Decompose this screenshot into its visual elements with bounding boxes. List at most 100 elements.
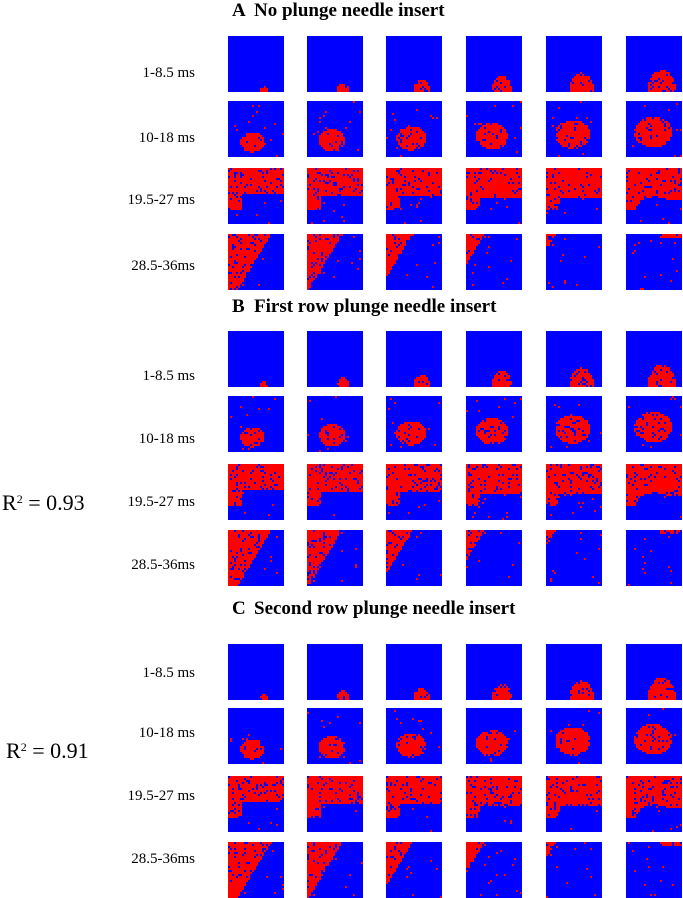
activation-map-tile: [307, 234, 363, 290]
activation-map-tile: [626, 464, 682, 520]
activation-map-tile: [466, 168, 522, 224]
activation-map-tile: [228, 234, 284, 290]
panel-b-title-text: First row plunge needle insert: [254, 296, 496, 317]
activation-map-tile: [228, 396, 284, 452]
activation-map-tile: [626, 396, 682, 452]
r-squared-symbol: R: [2, 490, 17, 515]
panel-c-title-text: Second row plunge needle insert: [254, 598, 515, 619]
activation-map-tile: [626, 234, 682, 290]
r-squared-value: 0.91: [50, 738, 89, 763]
activation-map-tile: [546, 708, 602, 764]
activation-map-tile: [546, 464, 602, 520]
activation-map-tile: [626, 168, 682, 224]
activation-map-tile: [228, 36, 284, 92]
r-squared-exponent: 2: [21, 740, 27, 754]
activation-map-tile: [386, 842, 442, 898]
r-squared-equals: =: [27, 738, 50, 763]
activation-map-tile: [386, 36, 442, 92]
activation-map-tile: [307, 331, 363, 387]
activation-map-tile: [386, 530, 442, 586]
panel-a-title-text: No plunge needle insert: [254, 0, 445, 21]
activation-map-tile: [626, 708, 682, 764]
activation-map-tile: [228, 464, 284, 520]
activation-map-tile: [307, 168, 363, 224]
activation-map-tile: [626, 101, 682, 157]
activation-map-tile: [307, 36, 363, 92]
activation-map-tile: [386, 331, 442, 387]
row-label: 19.5-27 ms: [75, 494, 195, 511]
r-squared-exponent: 2: [17, 492, 23, 506]
activation-map-tile: [307, 530, 363, 586]
activation-map-tile: [626, 331, 682, 387]
row-label: 10-18 ms: [75, 431, 195, 448]
activation-map-tile: [386, 776, 442, 832]
activation-map-tile: [307, 464, 363, 520]
r-squared-equals: =: [23, 490, 46, 515]
panel-c-letter: C: [232, 598, 254, 620]
row-label: 1-8.5 ms: [75, 665, 195, 682]
activation-map-tile: [228, 331, 284, 387]
row-label: 19.5-27 ms: [75, 788, 195, 805]
row-label: 28.5-36ms: [75, 258, 195, 275]
activation-map-tile: [466, 708, 522, 764]
activation-map-tile: [546, 644, 602, 700]
r-squared-b: R2 = 0.93: [2, 490, 85, 516]
row-label: 28.5-36ms: [75, 851, 195, 868]
activation-map-tile: [228, 842, 284, 898]
activation-map-tile: [466, 644, 522, 700]
activation-map-tile: [466, 776, 522, 832]
activation-map-tile: [307, 101, 363, 157]
activation-map-tile: [466, 530, 522, 586]
activation-map-tile: [386, 644, 442, 700]
activation-map-tile: [228, 708, 284, 764]
activation-map-tile: [386, 168, 442, 224]
row-label: 19.5-27 ms: [75, 192, 195, 209]
activation-map-tile: [307, 644, 363, 700]
activation-map-tile: [386, 464, 442, 520]
panel-b-letter: B: [232, 296, 254, 318]
activation-map-tile: [307, 842, 363, 898]
activation-map-tile: [228, 776, 284, 832]
activation-map-tile: [307, 776, 363, 832]
activation-map-tile: [228, 644, 284, 700]
r-squared-value: 0.93: [46, 490, 85, 515]
activation-map-tile: [546, 530, 602, 586]
activation-map-tile: [626, 530, 682, 586]
activation-map-tile: [466, 101, 522, 157]
activation-map-tile: [466, 36, 522, 92]
panel-a-letter: A: [232, 0, 254, 22]
activation-map-tile: [386, 234, 442, 290]
activation-map-tile: [546, 101, 602, 157]
activation-map-tile: [228, 101, 284, 157]
activation-map-tile: [466, 396, 522, 452]
row-label: 1-8.5 ms: [75, 65, 195, 82]
r-squared-symbol: R: [6, 738, 21, 763]
row-label: 28.5-36ms: [75, 557, 195, 574]
activation-map-tile: [546, 776, 602, 832]
activation-map-tile: [228, 530, 284, 586]
activation-map-tile: [466, 234, 522, 290]
row-label: 1-8.5 ms: [75, 368, 195, 385]
activation-map-tile: [626, 644, 682, 700]
row-label: 10-18 ms: [75, 130, 195, 147]
activation-map-tile: [386, 708, 442, 764]
row-label: 10-18 ms: [75, 725, 195, 742]
activation-map-tile: [626, 36, 682, 92]
activation-map-tile: [546, 234, 602, 290]
activation-map-tile: [307, 396, 363, 452]
activation-map-tile: [546, 842, 602, 898]
activation-map-tile: [546, 396, 602, 452]
activation-map-tile: [546, 331, 602, 387]
activation-map-tile: [228, 168, 284, 224]
activation-map-tile: [466, 331, 522, 387]
activation-map-tile: [386, 101, 442, 157]
activation-map-tile: [386, 396, 442, 452]
activation-map-tile: [546, 36, 602, 92]
activation-map-tile: [546, 168, 602, 224]
activation-map-tile: [466, 464, 522, 520]
activation-map-tile: [466, 842, 522, 898]
activation-map-tile: [626, 776, 682, 832]
